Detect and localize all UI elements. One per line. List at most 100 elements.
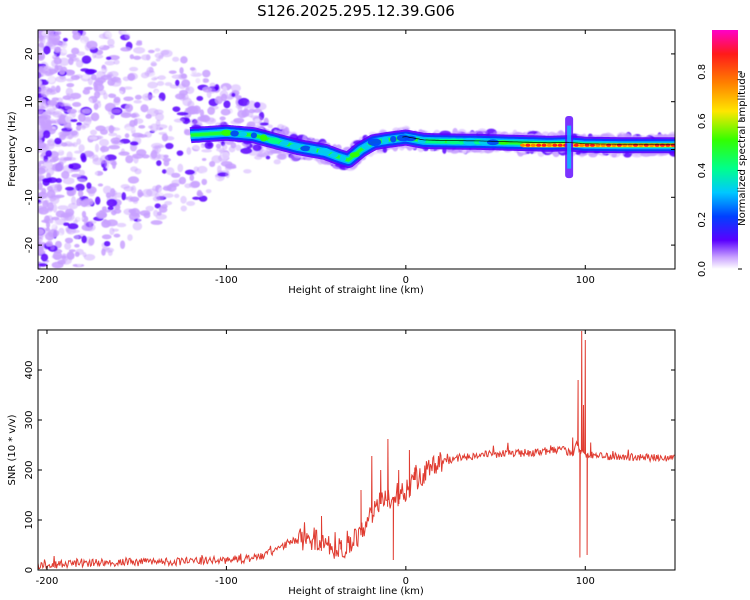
spectrogram-cell [127,234,133,241]
spectrogram-cell [43,45,51,55]
spectrogram-cell [201,149,213,153]
spectrogram-cell [124,126,137,131]
snr-y-label: SNR (10 * v/v) [7,414,18,485]
spectrogram-cell [184,169,195,175]
spectrogram-cell [116,222,127,228]
spectrogram-cell [56,183,63,192]
spectrogram-cell [48,67,56,75]
spectrogram-cell [94,143,100,153]
spectrogram-cell [112,139,120,145]
spectrogram-cell [277,153,287,160]
spectrogram-cell [48,120,57,124]
spectrogram-cell [149,72,159,79]
spectrogram-cell [71,57,80,62]
tone-hotspot [329,152,338,158]
spectrogram-cell [130,185,137,194]
spectrogram-x-tick-label: -100 [215,275,238,286]
spectrogram-cell [284,126,290,136]
spectrogram-cell [140,72,150,79]
spectrogram-cell [48,34,61,42]
spectrogram-cell [123,86,133,90]
spectrogram-cell [129,217,134,222]
peak-band-cell [530,143,536,147]
spectrogram-cell [71,229,80,234]
spectrogram-cell [88,237,95,246]
spectrogram-cell [177,163,184,173]
spectrogram-cell [157,144,166,149]
spectrogram-cell [163,154,169,159]
spectrogram-cell [75,183,85,192]
spectrogram-cell [59,158,67,164]
spectrogram-cell [265,155,271,160]
peak-band-cell [589,143,595,147]
spectrogram-cell [83,253,96,261]
spectrogram-cell [145,188,158,197]
spectrogram-cell [153,209,159,217]
spectrogram-cell [52,40,58,45]
spectrogram-cell [107,38,115,47]
tone-hotspot [367,138,382,146]
spectrogram-cell [141,54,151,61]
spectrogram-cell [38,77,42,87]
spectrogram-cell [85,69,98,74]
spectrogram-x-tick-label: -200 [36,275,59,286]
colorbar: 0.0 0.2 0.4 0.6 0.8 Normalized spectral ampl… [697,30,748,277]
spectrogram-cell [82,88,91,95]
tone-hotspot [457,138,465,145]
spectrogram-y-tick-label: 10 [24,95,35,108]
spectrogram-cell [103,92,108,100]
peak-band-cell [546,143,552,147]
tone-hotspot [260,134,268,142]
tone-hotspot [230,130,240,137]
spectrogram-cell [289,153,300,162]
spectrogram-cell [133,118,138,126]
spectrogram-cell [156,80,165,87]
spectrogram-cell [133,47,146,54]
tone-hotspot [300,145,311,152]
spectrogram-cell [169,183,180,188]
spectrogram-cell [127,73,136,81]
spectrogram-cell [132,221,143,231]
spectrogram-cell [150,220,163,225]
spectrogram-cell [137,134,148,138]
spectrogram-cell [86,40,98,50]
spectrogram-cell [147,81,158,89]
spectrogram-cell [108,93,117,99]
spectrogram-cell [66,83,75,88]
spectrogram-cell [187,106,197,115]
spectrogram-cell [249,160,259,167]
spectrogram-cell [61,255,67,259]
peak-band-cell [552,143,558,147]
spectrogram-cell [48,111,60,116]
spectrogram-cell [135,41,143,46]
spectrogram-cell [178,83,187,90]
spectrogram-cell [180,205,188,212]
spectrogram-cell [207,142,213,147]
colorbar-tick-label: 0.0 [697,261,708,277]
snr-x-tick-label: -100 [215,576,238,587]
spectrogram-cell [38,42,45,48]
spectrogram-cell [66,125,72,130]
tone-hotspot [425,138,439,144]
spectrogram-cell [95,211,108,219]
spectrogram-cell [252,143,262,152]
spectrogram-cell [38,247,45,252]
spectrogram-cell [42,130,51,139]
spectrogram-cell [157,211,162,216]
spectrogram-cell [89,220,94,229]
spectrogram-cell [237,97,250,107]
spectrogram-cell [171,172,181,178]
tone-hotspot [309,145,317,154]
spectrogram-cell [97,183,104,187]
spectrogram-cell [46,140,53,144]
colorbar-tick-label: 0.4 [697,162,708,178]
spectrogram-cell [99,209,112,213]
spectrogram-cell [153,98,163,105]
spectrogram-cell [52,162,64,172]
spectrogram-cell [214,96,223,105]
spectrogram-cell [193,77,204,84]
spectrogram-cell [61,170,70,179]
spectrogram-cell [79,169,86,177]
spectrogram-cell [47,239,52,244]
spectrogram-cell [120,184,130,189]
